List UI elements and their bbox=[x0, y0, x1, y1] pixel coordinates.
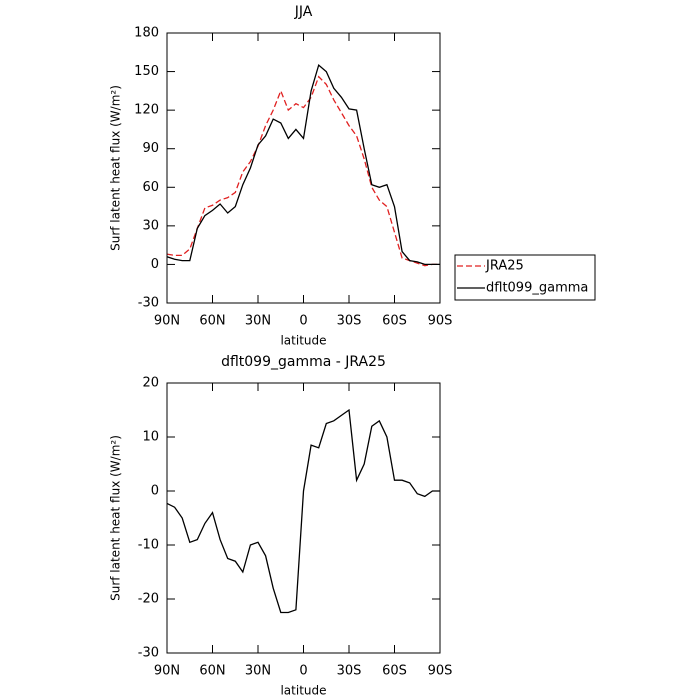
x-tick-label: 30N bbox=[245, 314, 271, 329]
x-tick-label: 0 bbox=[299, 664, 307, 679]
x-tick-label: 60N bbox=[199, 314, 225, 329]
y-axis-label: Surf latent heat flux (W/m²) bbox=[109, 85, 123, 251]
plot-frame bbox=[166, 32, 441, 304]
y-tick-label: 150 bbox=[134, 64, 159, 79]
y-tick-label: 10 bbox=[142, 430, 159, 445]
legend-box bbox=[454, 254, 596, 301]
y-tick-label: -30 bbox=[138, 646, 159, 661]
data-line bbox=[166, 408, 440, 614]
y-tick-label: 0 bbox=[151, 484, 159, 499]
plot-frame bbox=[166, 382, 441, 654]
y-tick-label: 20 bbox=[142, 376, 159, 391]
chart-title: dflt099_gamma - JRA25 bbox=[221, 354, 386, 370]
x-tick-label: 60S bbox=[382, 664, 407, 679]
x-tick-label: 90N bbox=[154, 314, 180, 329]
x-axis-label: latitude bbox=[280, 334, 326, 348]
x-axis-label: latitude bbox=[280, 684, 326, 698]
data-line bbox=[166, 75, 440, 267]
y-tick-label: -30 bbox=[138, 296, 159, 311]
x-tick-label: 30S bbox=[337, 314, 362, 329]
x-tick-label: 90S bbox=[428, 314, 453, 329]
y-tick-label: 90 bbox=[142, 141, 159, 156]
x-tick-label: 0 bbox=[299, 314, 307, 329]
y-tick-label: 120 bbox=[134, 103, 159, 118]
y-tick-label: -10 bbox=[138, 538, 159, 553]
legend-label: JRA25 bbox=[485, 259, 524, 274]
y-tick-label: 0 bbox=[151, 257, 159, 272]
x-tick-label: 90N bbox=[154, 664, 180, 679]
x-tick-label: 60N bbox=[199, 664, 225, 679]
y-axis-label: Surf latent heat flux (W/m²) bbox=[109, 435, 123, 601]
x-tick-label: 90S bbox=[428, 664, 453, 679]
data-line bbox=[166, 63, 440, 266]
y-tick-label: -20 bbox=[138, 592, 159, 607]
y-tick-label: 30 bbox=[142, 218, 159, 233]
legend-label: dflt099_gamma bbox=[486, 281, 588, 296]
y-tick-label: 180 bbox=[134, 26, 159, 41]
chart-title: JJA bbox=[294, 4, 313, 20]
x-tick-label: 60S bbox=[382, 314, 407, 329]
y-tick-label: 60 bbox=[142, 180, 159, 195]
x-tick-label: 30N bbox=[245, 664, 271, 679]
x-tick-label: 30S bbox=[337, 664, 362, 679]
